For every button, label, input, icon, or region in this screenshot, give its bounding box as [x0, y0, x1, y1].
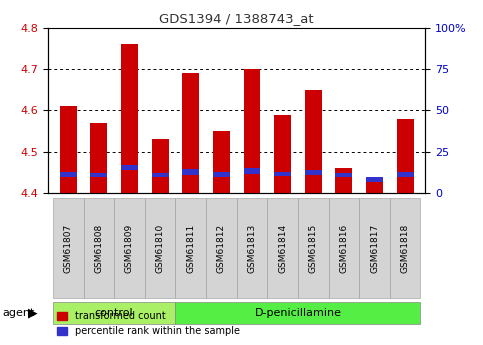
Bar	[243, 69, 260, 193]
Text: GSM61817: GSM61817	[370, 224, 379, 273]
Bar	[121, 165, 138, 170]
Text: control: control	[95, 308, 133, 318]
Bar	[366, 179, 383, 193]
Text: GSM61814: GSM61814	[278, 224, 287, 273]
Text: GSM61815: GSM61815	[309, 224, 318, 273]
Text: GSM61818: GSM61818	[400, 224, 410, 273]
Text: D-penicillamine: D-penicillamine	[255, 308, 341, 318]
Bar	[213, 172, 230, 177]
Bar	[305, 90, 322, 193]
Bar	[152, 139, 169, 193]
Text: GSM61813: GSM61813	[247, 224, 256, 273]
Text: GSM61809: GSM61809	[125, 224, 134, 273]
Bar	[366, 177, 383, 181]
Legend: transformed count, percentile rank within the sample: transformed count, percentile rank withi…	[53, 307, 243, 340]
Bar	[182, 73, 199, 193]
Title: GDS1394 / 1388743_at: GDS1394 / 1388743_at	[159, 12, 314, 25]
Text: agent: agent	[2, 308, 35, 318]
Bar	[397, 119, 413, 193]
Bar	[152, 173, 169, 177]
Bar	[60, 172, 77, 177]
Bar	[243, 168, 260, 174]
Bar	[90, 173, 107, 177]
Text: GSM61807: GSM61807	[64, 224, 73, 273]
Bar	[60, 106, 77, 193]
Bar	[336, 168, 352, 193]
Text: GSM61812: GSM61812	[217, 224, 226, 273]
Text: GSM61811: GSM61811	[186, 224, 195, 273]
Bar	[274, 115, 291, 193]
Bar	[182, 169, 199, 175]
Text: GSM61808: GSM61808	[94, 224, 103, 273]
Text: ▶: ▶	[28, 307, 38, 319]
Bar	[274, 172, 291, 176]
Bar	[336, 173, 352, 177]
Bar	[121, 44, 138, 193]
Text: GSM61816: GSM61816	[340, 224, 348, 273]
Bar	[397, 172, 413, 177]
Bar	[213, 131, 230, 193]
Bar	[305, 170, 322, 175]
Bar	[90, 123, 107, 193]
Text: GSM61810: GSM61810	[156, 224, 165, 273]
